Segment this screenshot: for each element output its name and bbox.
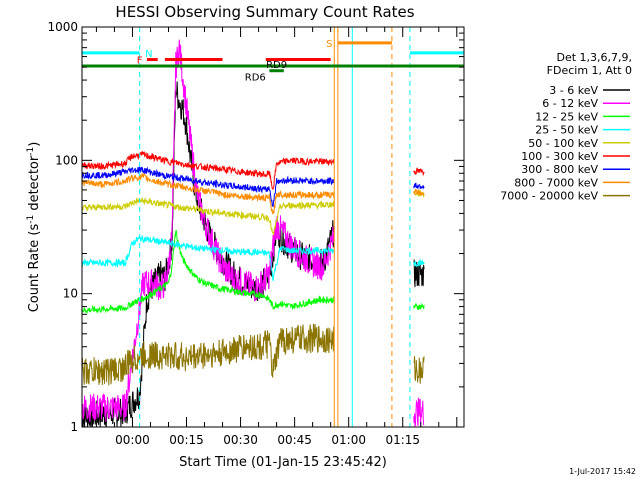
legend-label-3: 25 - 50 keV [535, 124, 598, 137]
x-tick-label-4: 01:00 [331, 433, 366, 447]
legend-label-4: 50 - 100 keV [528, 137, 598, 150]
series-layer [82, 27, 464, 427]
x-tick-label-1: 00:15 [169, 433, 204, 447]
annotation-label-s: S [326, 39, 332, 50]
footer-date: 1-Jul-2017 15:42 [569, 467, 636, 476]
legend-label-2: 12 - 25 keV [535, 110, 598, 123]
annotation-label-rd6: RD6 [245, 73, 266, 84]
series-line-3-seg-0 [82, 235, 335, 282]
x-tick-label-5: 01:15 [385, 433, 420, 447]
chart-title: HESSI Observing Summary Count Rates [115, 3, 414, 21]
legend-label-6: 300 - 800 keV [521, 163, 598, 176]
plot-frame [81, 26, 465, 428]
annotation-label-f: F [137, 56, 143, 67]
series-line-5-seg-1 [413, 167, 425, 177]
series-line-6-seg-0 [82, 165, 335, 208]
y-tick-label-2: 100 [55, 153, 78, 167]
series-line-4-seg-1 [413, 189, 425, 198]
y-tick-label-3: 1000 [47, 20, 78, 34]
y-axis-label: Count Rate (s-1 detector-1) [26, 142, 42, 313]
y-tick-label-1: 10 [63, 287, 78, 301]
series-line-7-seg-1 [413, 188, 425, 196]
series-line-5-seg-0 [82, 150, 335, 190]
legend-label-1: 6 - 12 keV [542, 97, 598, 110]
legend-header-1: FDecim 1, Att 0 [547, 64, 632, 77]
series-line-2-seg-0 [82, 230, 335, 314]
x-tick-label-3: 00:45 [277, 433, 312, 447]
legend: Det 1,3,6,7,9,FDecim 1, Att 0 3 - 6 keV6 … [500, 51, 632, 203]
x-tick-label-0: 00:00 [115, 433, 150, 447]
legend-label-0: 3 - 6 keV [549, 84, 598, 97]
series-line-0-seg-1 [413, 259, 425, 288]
series-line-7-seg-0 [82, 172, 335, 215]
series-line-4-seg-0 [82, 196, 335, 236]
legend-label-5: 100 - 300 keV [521, 150, 598, 163]
x-axis-label: Start Time (01-Jan-15 23:45:42) [179, 455, 387, 470]
series-line-1-seg-0 [82, 39, 335, 423]
series-line-8-seg-1 [413, 356, 425, 384]
y-tick-label-0: 1 [70, 420, 78, 434]
x-tick-label-2: 00:30 [223, 433, 258, 447]
legend-label-7: 800 - 7000 keV [514, 176, 598, 189]
series-line-3-seg-1 [413, 258, 425, 268]
annotation-label-n: N [145, 49, 152, 60]
series-line-2-seg-1 [413, 302, 425, 311]
legend-label-8: 7000 - 20000 keV [500, 190, 598, 203]
series-line-1-seg-1 [413, 397, 425, 427]
annotation-label-rd9: RD9 [266, 60, 287, 71]
series-line-8-seg-0 [82, 323, 335, 386]
series-line-6-seg-1 [413, 182, 425, 190]
legend-header-0: Det 1,3,6,7,9, [556, 51, 632, 64]
